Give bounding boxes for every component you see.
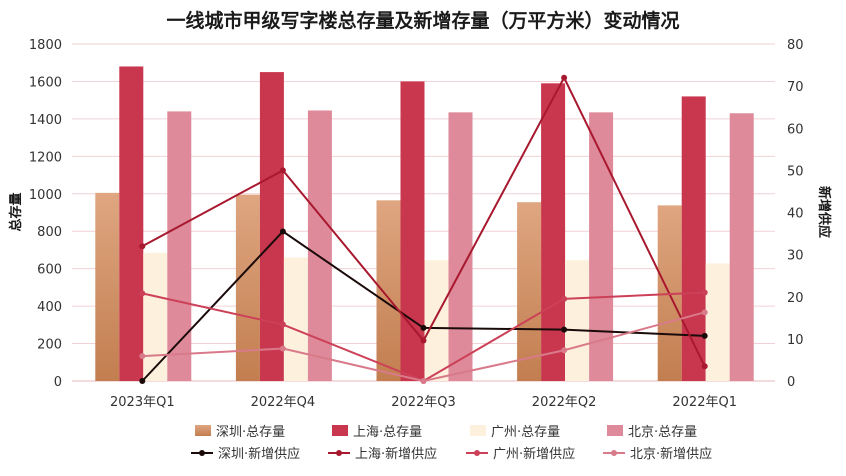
legend-marker [199, 450, 205, 456]
legend-swatch [470, 425, 486, 436]
y-tick-label: 400 [37, 300, 62, 315]
line-point [279, 345, 286, 352]
legend-marker [611, 450, 617, 456]
bar [283, 257, 308, 381]
legend-swatch [332, 425, 348, 436]
x-tick-label: 2023年Q1 [110, 395, 175, 410]
line-point [561, 326, 568, 333]
y-tick-label: 600 [37, 263, 62, 278]
legend-marker [336, 450, 342, 456]
x-tick-label: 2022年Q3 [391, 395, 456, 410]
line-point [139, 290, 146, 297]
bar [448, 112, 473, 381]
bar [119, 66, 144, 381]
bar [729, 113, 754, 382]
y-tick-label: 1200 [29, 150, 62, 165]
bar [259, 72, 284, 381]
y2-tick-label: 50 [787, 164, 804, 179]
line-point [420, 324, 427, 331]
bar [705, 263, 730, 381]
line-point [139, 378, 146, 384]
legend-label: 广州·总存量 [491, 425, 560, 440]
legend-label: 北京·总存量 [628, 425, 697, 440]
bar [541, 83, 566, 382]
line-point [279, 228, 286, 235]
y-tick-label: 1000 [29, 188, 62, 203]
legend-label: 深圳·总存量 [216, 425, 285, 440]
lines-layer [139, 74, 708, 384]
line-point [701, 289, 708, 296]
y-tick-label: 1400 [29, 113, 62, 128]
y2-tick-label: 70 [787, 80, 804, 95]
bar [681, 96, 706, 381]
x-tick-label: 2022年Q1 [672, 395, 737, 410]
y-axis-right: 0 10 20 30 40 50 60 70 80 [787, 38, 804, 390]
y-axis-title: 总存量 [8, 192, 24, 231]
x-axis: 2023年Q1 2022年Q4 2022年Q3 2022年Q2 2022年Q1 [110, 395, 737, 410]
line-point [420, 337, 427, 344]
bar [167, 111, 192, 382]
legend-marker [474, 450, 480, 456]
legend-swatch [195, 425, 211, 436]
y-tick-label: 200 [37, 338, 62, 353]
legend-label: 深圳·新增供应 [218, 446, 300, 462]
line-point [561, 295, 568, 302]
y2-tick-label: 40 [787, 207, 804, 222]
line-point [701, 363, 708, 370]
y2-axis-title: 新增供应 [816, 186, 832, 238]
bar [517, 202, 542, 381]
legend-label: 北京·新增供应 [630, 446, 712, 462]
bar [376, 200, 401, 381]
bar [589, 112, 614, 381]
legend-label: 上海·总存量 [353, 425, 422, 440]
y-tick-label: 1600 [29, 75, 62, 90]
line-point [701, 309, 708, 316]
line-point [561, 347, 568, 354]
line-point [420, 378, 427, 384]
y2-tick-label: 0 [787, 375, 795, 390]
line-point [701, 332, 708, 339]
line-point [139, 243, 146, 250]
x-tick-label: 2022年Q2 [532, 395, 597, 410]
y-tick-label: 1800 [29, 38, 62, 53]
line-point [561, 74, 568, 81]
line-point [279, 167, 286, 174]
bar [400, 81, 425, 381]
y2-tick-label: 60 [787, 122, 804, 137]
bar [424, 260, 449, 381]
legend-label: 广州·新增供应 [493, 446, 575, 462]
y2-tick-label: 10 [787, 333, 804, 348]
y-tick-label: 0 [54, 375, 62, 390]
y2-tick-label: 30 [787, 249, 804, 264]
legend-label: 上海·新增供应 [355, 446, 437, 462]
chart-title: 一线城市甲级写字楼总存量及新增存量（万平方米）变动情况 [166, 9, 679, 32]
bar [235, 194, 260, 381]
line-point [279, 321, 286, 328]
y-axis-left: 0 200 400 600 800 1000 1200 1400 1600 1800 [29, 38, 62, 390]
y2-tick-label: 80 [787, 38, 804, 53]
bar [95, 192, 120, 381]
y-tick-label: 800 [37, 225, 62, 240]
y2-tick-label: 20 [787, 291, 804, 306]
bar [565, 260, 590, 381]
x-tick-label: 2022年Q4 [251, 395, 316, 410]
line-point [139, 353, 146, 360]
bar [143, 252, 168, 381]
legend-swatch [607, 425, 623, 436]
